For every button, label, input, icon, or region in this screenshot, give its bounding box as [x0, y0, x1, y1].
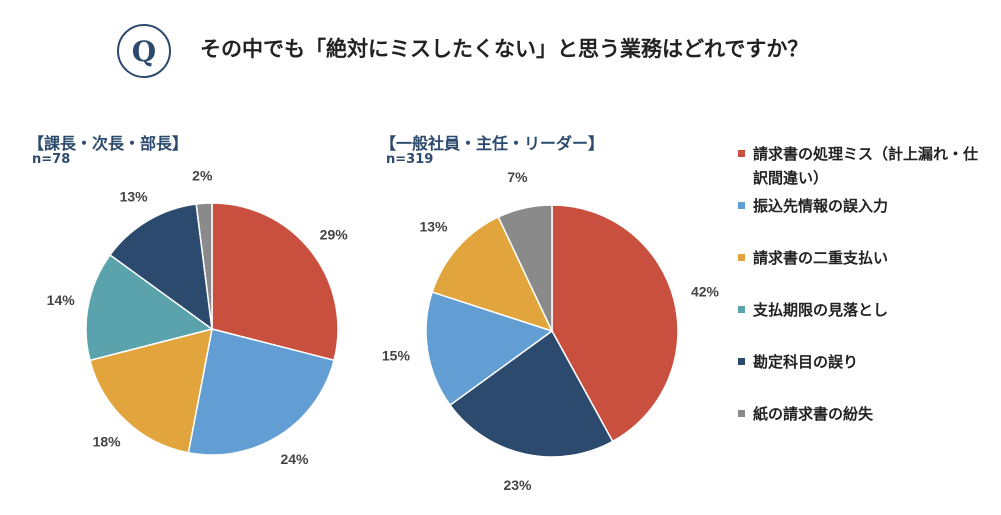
pie-slice-label: 23% — [503, 477, 532, 493]
pie-slice-label: 18% — [93, 433, 122, 449]
pie-slice-label: 13% — [120, 188, 149, 204]
legend-label: 請求書の処理ミス（計上漏れ・仕訳間違い） — [753, 145, 979, 187]
pie-slice-label: 29% — [320, 227, 349, 243]
pie-slice — [187, 328, 335, 456]
pie-slice — [211, 202, 339, 362]
legend-label: 振込先情報の誤入力 — [753, 197, 889, 215]
pie-slice-label: 15% — [382, 348, 411, 364]
pie-slice — [89, 327, 213, 454]
pie-slice — [449, 329, 614, 458]
pie-slice — [551, 204, 679, 443]
legend-swatch — [738, 410, 745, 417]
pie-slice — [195, 202, 213, 330]
pie-slice-label: 42% — [691, 284, 720, 300]
legend-label: 紙の請求書の紛失 — [753, 405, 874, 423]
legend-swatch — [738, 254, 745, 261]
legend-label: 請求書の二重支払い — [753, 249, 889, 267]
chart-1-sample-size: n=78 — [32, 152, 71, 167]
legend-swatch — [738, 202, 745, 209]
legend-swatch — [738, 150, 745, 157]
legend-item: 支払期限の見落とし — [738, 298, 978, 322]
pie-slice-label: 24% — [280, 451, 309, 467]
legend-item: 請求書の二重支払い — [738, 246, 978, 270]
chart-1-title: 【課長・次長・部長】 — [28, 134, 189, 153]
legend-item: 勘定科目の誤り — [738, 350, 978, 374]
pie-slice — [85, 253, 214, 362]
pie-slice — [109, 203, 213, 331]
legend-label: 勘定科目の誤り — [753, 353, 859, 371]
legend-swatch — [738, 358, 745, 365]
pie-slice-label: 2% — [192, 167, 213, 183]
pie-slice — [497, 204, 553, 332]
legend-label: 支払期限の見落とし — [753, 301, 889, 319]
chart-2-sample-size: n=319 — [386, 152, 434, 167]
pie-chart-2: 42% 23% 15% 13% 7% — [382, 169, 720, 493]
pie-slice-label: 7% — [507, 169, 528, 185]
legend-item: 振込先情報の誤入力 — [738, 194, 978, 218]
q-badge: Q — [117, 24, 171, 78]
legend-item: 紙の請求書の紛失 — [738, 402, 978, 426]
question-title: その中でも「絶対にミスしたくない」と思う業務はどれですか？ — [200, 37, 809, 61]
legend-item: 請求書の処理ミス（計上漏れ・仕訳間違い） — [738, 142, 978, 190]
pie-chart-1: 29% 24% 18% 14% 13% 2% — [47, 167, 349, 467]
pie-slice — [425, 291, 554, 407]
chart-2-title: 【一般社員・主任・リーダー】 — [380, 134, 605, 153]
pie-slice-label: 14% — [47, 292, 76, 308]
legend-swatch — [738, 306, 745, 313]
pie-slice-label: 13% — [419, 219, 448, 235]
pie-slice — [431, 215, 554, 333]
